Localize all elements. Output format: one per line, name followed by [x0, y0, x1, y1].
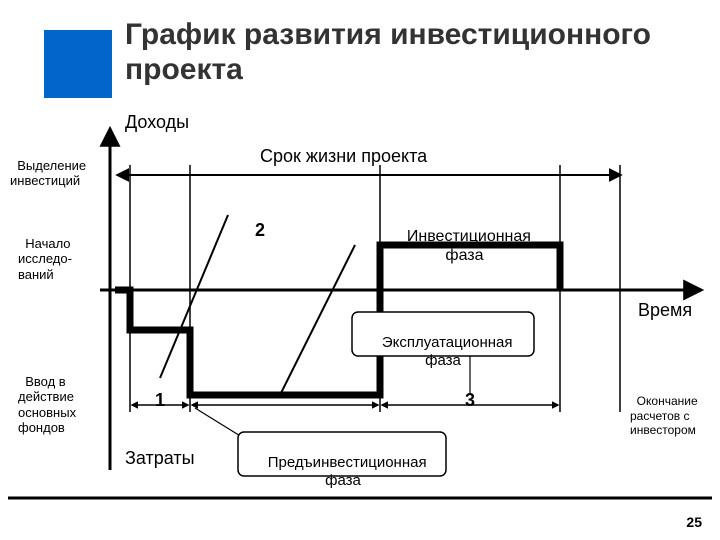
phase-ops-label: Эксплуатационная фаза	[360, 316, 526, 370]
lifetime-label: Срок жизни проекта	[260, 146, 427, 168]
left-label-3: Ввод в действие основных фондов	[18, 358, 76, 436]
marker-3: 3	[465, 390, 475, 412]
left-label-2: Начало исследо- ваний	[18, 220, 72, 282]
phase-pre-label: Предъинвестиционная фаза	[246, 436, 440, 490]
y-axis-label-top: Доходы	[125, 112, 189, 134]
diag-2	[280, 245, 355, 395]
y-axis-label-bottom: Затраты	[125, 448, 195, 470]
page-number: 25	[686, 514, 702, 530]
left-label-1: Выделение инвестиций	[10, 142, 86, 189]
marker-2: 2	[255, 220, 265, 242]
marker-1: 1	[155, 390, 165, 412]
diag-1	[160, 215, 228, 378]
phase-inv-label: Инвестиционная фаза	[398, 208, 531, 266]
right-label-1: Окончание расчетов с инвестором	[630, 380, 698, 438]
x-axis-label: Время	[638, 300, 692, 322]
